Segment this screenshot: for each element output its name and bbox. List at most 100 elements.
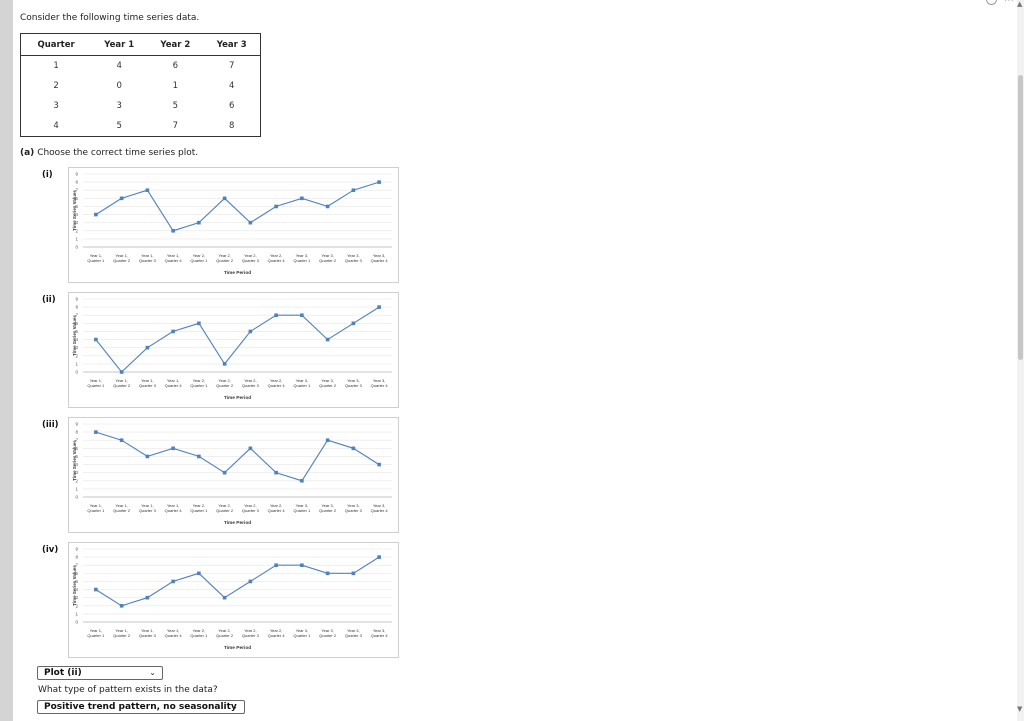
plot-answer-select[interactable]: Plot (ii) ⌄ [37,666,163,680]
plot-option-label: (ii) [42,295,56,305]
x-tick-label: Quarter 4 [165,258,183,263]
y-tick-label: 2 [75,353,78,358]
plot-ii: 0 1 2 3 4 5 6 7 8 9 Time Series Values Year 1, Quart… [68,292,399,408]
y-tick-label: 2 [75,603,78,608]
x-tick-label: Quarter 4 [371,258,389,263]
data-point [94,587,98,592]
table-row: 3 3 5 6 [21,96,261,116]
plot-iv: 0 1 2 3 4 5 6 7 8 9 Time Series Values Year 1, Quart… [68,542,399,658]
question-a: (a) Choose the correct time series plot. [20,148,198,158]
x-tick-label: Year 1, [90,253,103,258]
table-row: 1 4 6 7 [21,56,261,77]
data-point [145,345,150,350]
plot-i: 0 1 2 3 4 5 6 7 8 9 Time Series Values Year 1, Quart… [68,167,399,283]
scrollbar[interactable] [1017,0,1024,721]
y-tick-label: 2 [75,228,78,233]
data-point [222,470,227,475]
table-cell: 6 [228,101,235,111]
x-tick-label: Quarter 1 [293,633,311,638]
x-tick-label: Quarter 3 [139,633,157,638]
y-tick-label: 7 [75,563,78,568]
x-tick-label: Year 2, [218,253,231,258]
x-tick-label: Year 3, [373,503,386,508]
data-point [351,188,356,193]
data-point [274,470,278,475]
table-cell: 3 [53,101,59,111]
x-tick-label: Quarter 4 [165,633,183,638]
x-tick-label: Quarter 4 [268,508,286,513]
data-point [377,555,381,559]
pattern-answer-select[interactable]: Positive trend pattern, no seasonality ⌄ [37,700,245,714]
data-point [197,321,201,326]
x-tick-label: Quarter 2 [216,258,234,263]
question-pattern: What type of pattern exists in the data? [38,685,218,695]
x-tick-label: Year 1, [90,503,103,508]
data-point [377,305,381,309]
y-tick-label: 4 [75,212,78,217]
y-tick-label: 6 [75,571,78,576]
data-point [351,321,356,326]
part-label: (a) [20,148,35,158]
x-axis-label: Time Period [224,395,251,401]
time-series-table: Quarter Year 1 Year 2 Year 3 1 4 6 7 2 0… [20,33,261,137]
x-tick-label: Year 1, [167,253,180,258]
column-header: Quarter [20,33,92,56]
y-tick-label: 1 [75,236,78,241]
x-axis-label: Time Period [224,645,251,651]
x-tick-label: Quarter 4 [268,258,286,263]
scrollbar-thumb[interactable] [1018,75,1023,360]
x-tick-label: Quarter 2 [319,633,337,638]
y-axis-label: Time Series Values [72,315,77,356]
table-row: 4 5 7 8 [21,116,261,137]
x-tick-label: Quarter 1 [190,258,208,263]
x-tick-label: Year 3, [296,628,309,633]
chevron-down-icon: ⌄ [231,702,238,711]
x-tick-label: Year 1, [167,503,180,508]
chevron-down-icon: ⌄ [149,668,156,677]
y-tick-label: 7 [75,188,78,193]
series-line [95,431,380,482]
data-point [222,362,227,366]
data-point [197,571,201,576]
x-tick-label: Year 2, [193,628,206,633]
x-tick-label: Quarter 3 [345,508,363,513]
x-tick-label: Quarter 2 [113,258,131,263]
y-tick-label: 0 [75,370,78,375]
x-tick-label: Year 3, [321,378,334,383]
x-tick-label: Quarter 4 [371,633,389,638]
data-point [300,196,304,201]
x-tick-label: Quarter 4 [371,383,389,388]
x-tick-label: Year 2, [270,503,283,508]
y-tick-label: 9 [75,172,78,177]
x-tick-label: Quarter 2 [216,383,234,388]
x-tick-label: Quarter 3 [139,258,157,263]
x-tick-label: Quarter 1 [190,508,208,513]
x-tick-label: Year 3, [347,253,360,258]
x-tick-label: Quarter 3 [345,258,363,263]
expand-icon[interactable]: ⋯ [1004,0,1014,6]
x-tick-label: Quarter 1 [87,383,105,388]
x-tick-label: Year 3, [373,378,386,383]
data-point [171,579,175,584]
x-axis-label: Time Period [224,520,251,526]
y-axis-label: Time Series Values [72,440,77,481]
scroll-down-icon[interactable]: ▼ [1017,705,1023,713]
x-tick-label: Year 2, [218,378,231,383]
x-tick-label: Year 1, [141,253,154,258]
x-tick-label: Year 3, [373,253,386,258]
y-tick-label: 1 [75,486,78,491]
y-tick-label: 3 [75,595,78,600]
scroll-up-icon[interactable]: ▲ [1017,0,1023,8]
table-cell: 0 [116,81,122,91]
x-tick-label: Quarter 2 [113,383,131,388]
y-tick-label: 9 [75,422,78,427]
refresh-icon[interactable] [986,0,997,5]
x-tick-label: Year 1, [90,628,103,633]
selected-value: Positive trend pattern, no seasonality [44,702,237,712]
clipped-header [16,0,1006,3]
x-tick-label: Quarter 3 [345,633,363,638]
y-tick-label: 3 [75,470,78,475]
x-tick-label: Year 3, [321,628,334,633]
x-tick-label: Year 1, [167,378,180,383]
